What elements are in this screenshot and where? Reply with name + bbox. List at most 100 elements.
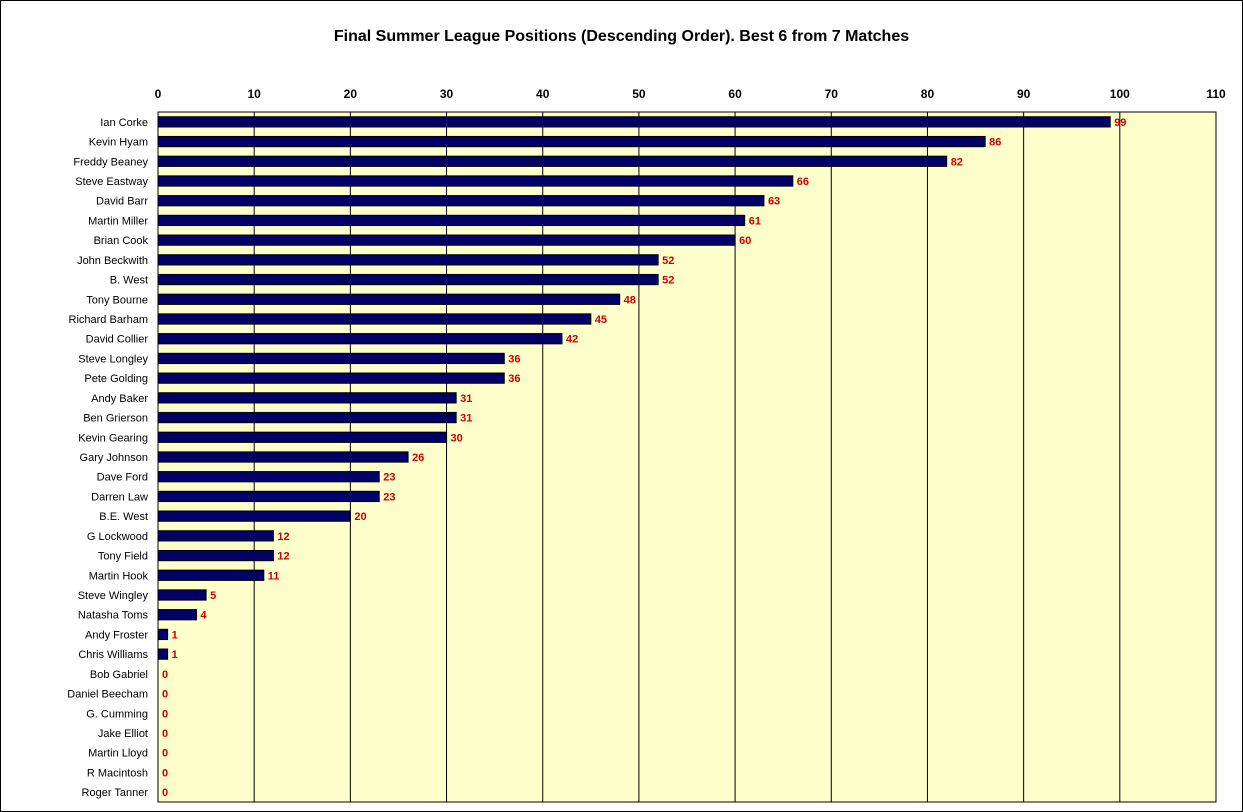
category-label: Dave Ford [97,472,148,484]
bar [157,135,986,148]
data-label: 31 [460,413,472,425]
data-label: 99 [1114,117,1126,129]
bar [157,510,351,522]
category-label: David Collier [86,334,149,346]
category-label: Daniel Beecham [67,689,148,701]
category-label: David Barr [96,196,148,208]
gridlines [253,112,1121,802]
bar [157,273,659,286]
x-tick-label: 50 [632,87,646,101]
category-label: Martin Lloyd [88,748,148,760]
category-label: Steve Eastway [75,176,148,188]
data-label: 26 [412,452,424,464]
data-label: 31 [460,393,472,405]
data-label: 63 [768,196,780,208]
category-label: Ian Corke [100,117,148,129]
bars [157,116,1111,660]
bar [157,313,592,325]
x-tick-label: 80 [921,87,935,101]
data-label: 66 [797,176,809,188]
bar [157,214,746,227]
bar [157,352,505,365]
bar [157,549,274,562]
x-tick-label: 10 [248,87,262,101]
x-tick-label: 0 [155,87,162,101]
data-label: 30 [451,432,463,444]
category-label: Pete Golding [84,373,148,385]
data-label: 36 [508,373,520,385]
category-label: Kevin Gearing [78,432,148,444]
data-label: 0 [162,767,168,779]
category-label: R Macintosh [87,767,148,779]
category-label: G Lockwood [87,531,148,543]
data-label: 82 [951,156,963,168]
category-labels: Ian Corke Kevin Hyam Freddy Beaney Steve Ea… [67,117,148,799]
data-label: 60 [739,235,751,247]
data-label: 52 [662,255,674,267]
category-label: Chris Williams [78,649,148,661]
data-label: 11 [268,570,280,582]
x-tick-label: 110 [1206,87,1226,101]
bar [157,195,765,207]
category-label: Martin Hook [89,570,149,582]
category-label: B. West [110,275,148,287]
bar [157,293,621,305]
bar [157,175,794,187]
category-label: Jake Elliot [98,728,148,740]
data-label: 0 [162,728,168,740]
x-tick-label: 60 [728,87,742,101]
data-label: 20 [354,511,366,523]
bar [157,116,1111,128]
bar [157,372,505,384]
category-label: Gary Johnson [80,452,148,464]
category-label: Andy Froster [85,629,148,641]
bar [157,155,948,167]
x-tick-label: 40 [536,87,550,101]
category-label: Richard Barham [69,314,148,326]
data-label: 45 [595,314,607,326]
bar [157,490,380,503]
data-label: 4 [200,610,207,622]
category-label: Andy Baker [91,393,148,405]
x-tick-label: 100 [1110,87,1130,101]
x-tick-label: 70 [825,87,839,101]
category-label: Roger Tanner [82,787,149,799]
data-label: 36 [508,353,520,365]
category-label: G. Cumming [86,708,148,720]
data-label: 12 [277,531,289,543]
data-label: 0 [162,689,168,701]
bar [157,254,659,266]
data-label: 23 [383,472,395,484]
data-label: 1 [172,629,178,641]
x-tick-label: 90 [1017,87,1031,101]
category-label: Freddy Beaney [73,156,148,168]
bar [157,411,457,424]
x-tick-label: 20 [344,87,358,101]
category-label: Bob Gabriel [90,669,148,681]
data-labels: 99 86 82 66 63 61 60 52 52 48 45 42 36 36 31 31 30 26 23 23… [162,117,1126,799]
bar [157,431,448,443]
bar [157,569,265,581]
category-label: Steve Longley [78,353,148,365]
x-tick-labels: 0 10 20 30 40 50 60 70 80 90 100 110 [155,87,1226,101]
data-label: 12 [277,551,289,563]
bar [157,628,169,641]
category-label: Steve Wingley [78,590,149,602]
category-label: Kevin Hyam [89,137,148,149]
data-label: 23 [383,491,395,503]
bar [157,530,274,542]
data-label: 61 [749,215,761,227]
category-label: Ben Grierson [83,413,148,425]
category-label: Martin Miller [88,215,148,227]
data-label: 0 [162,669,168,681]
data-label: 5 [210,590,216,602]
bar [157,471,380,483]
category-label: B.E. West [99,511,148,523]
bar [157,589,207,601]
data-label: 0 [162,748,168,760]
data-label: 48 [624,294,636,306]
bar [157,333,563,345]
category-label: Tony Bourne [86,294,148,306]
data-label: 42 [566,334,578,346]
data-label: 0 [162,708,168,720]
